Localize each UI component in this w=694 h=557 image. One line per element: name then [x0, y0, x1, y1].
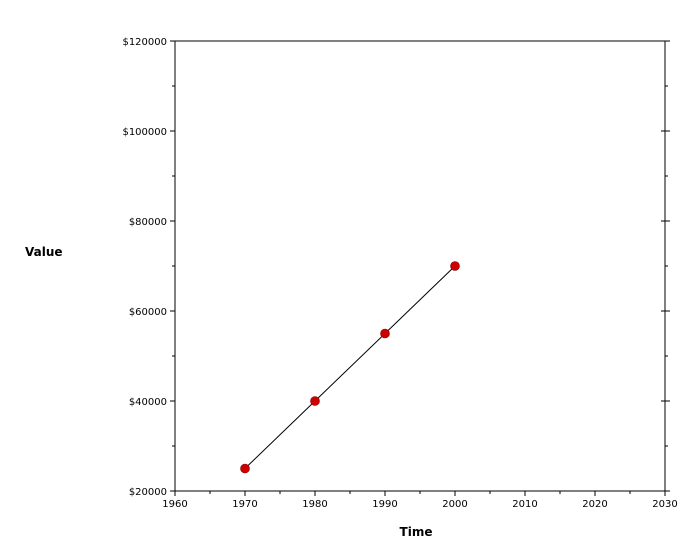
x-tick-label: 2000: [442, 499, 467, 510]
x-tick-label: 1990: [372, 499, 397, 510]
x-axis-title: Time: [400, 525, 433, 539]
data-point: [310, 396, 320, 406]
x-tick-label: 1980: [302, 499, 327, 510]
x-tick-labels: 1960 1970 1980 1990 2000 2010 2020 2030: [162, 499, 677, 510]
axis-ticks: [170, 40, 670, 496]
x-tick-label: 1960: [162, 499, 187, 510]
y-axis-title: Value: [25, 245, 63, 259]
series-line: [244, 265, 456, 469]
x-tick-label: 1970: [232, 499, 257, 510]
data-series: [240, 261, 460, 474]
x-tick-label: 2020: [582, 499, 607, 510]
plot-frame: [174, 40, 666, 492]
y-tick-label: $120000: [122, 37, 167, 48]
x-tick-label: 2010: [512, 499, 537, 510]
data-point: [450, 261, 460, 271]
x-tick-label: 2030: [652, 499, 677, 510]
y-tick-label: $100000: [122, 127, 167, 138]
y-tick-label: $60000: [129, 307, 167, 318]
data-point: [380, 328, 390, 339]
y-tick-labels: $20000 $40000 $60000 $80000 $100000 $120000: [122, 37, 167, 498]
y-tick-label: $40000: [129, 397, 167, 408]
data-point: [240, 463, 250, 474]
y-tick-label: $80000: [129, 217, 167, 228]
y-tick-label: $20000: [129, 487, 167, 498]
